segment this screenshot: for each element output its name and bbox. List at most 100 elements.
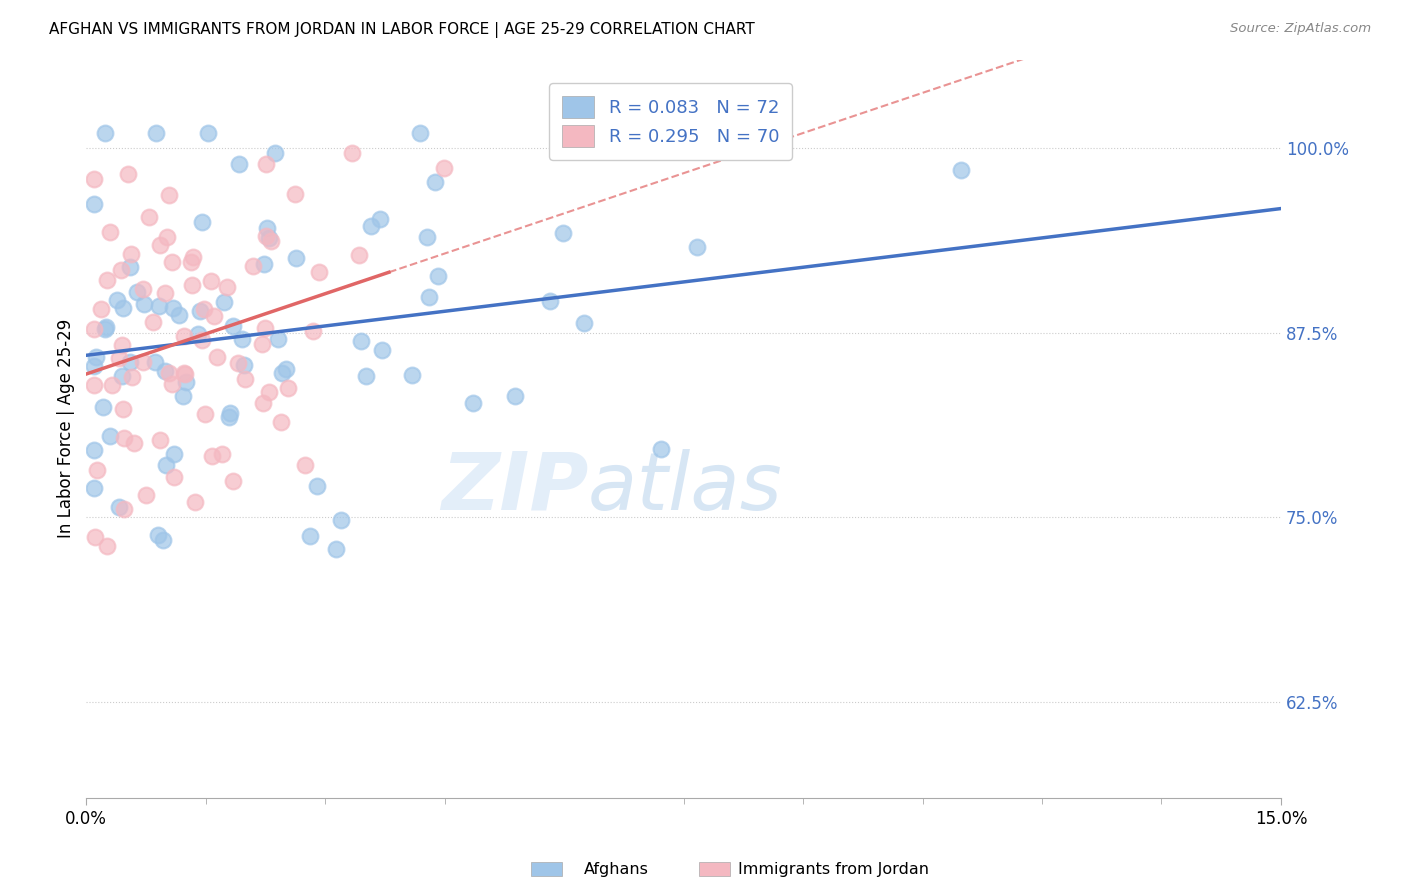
Point bbox=[949, 162, 972, 177]
Point bbox=[212, 295, 235, 310]
Point bbox=[350, 334, 373, 348]
Point bbox=[650, 442, 672, 456]
Point bbox=[111, 369, 134, 384]
Point bbox=[162, 301, 184, 315]
Point bbox=[226, 356, 249, 370]
Point bbox=[84, 350, 107, 364]
Point bbox=[325, 542, 347, 557]
Point bbox=[302, 324, 325, 338]
Point bbox=[162, 469, 184, 483]
Text: Source: ZipAtlas.com: Source: ZipAtlas.com bbox=[1230, 22, 1371, 36]
Point bbox=[294, 458, 316, 472]
Point bbox=[250, 336, 273, 351]
Point bbox=[86, 463, 108, 477]
Point bbox=[83, 197, 105, 211]
Point bbox=[218, 410, 240, 425]
Point bbox=[105, 293, 128, 308]
Point bbox=[160, 255, 183, 269]
Point bbox=[112, 502, 135, 516]
Point bbox=[194, 408, 217, 422]
Point bbox=[267, 332, 290, 346]
Point bbox=[141, 315, 163, 329]
Point bbox=[83, 442, 105, 457]
Point bbox=[193, 301, 215, 316]
Point bbox=[233, 371, 256, 385]
Text: Immigrants from Jordan: Immigrants from Jordan bbox=[738, 863, 929, 877]
Point bbox=[183, 250, 205, 264]
Point bbox=[540, 294, 562, 309]
Point bbox=[94, 322, 117, 336]
Point bbox=[254, 157, 277, 171]
Point bbox=[253, 257, 276, 271]
Point bbox=[138, 211, 160, 225]
Point bbox=[418, 289, 440, 303]
Point bbox=[146, 528, 169, 542]
Point bbox=[110, 262, 132, 277]
Point bbox=[96, 273, 118, 287]
Point bbox=[330, 513, 353, 527]
Point bbox=[271, 367, 294, 381]
Point bbox=[253, 320, 276, 334]
Legend: R = 0.083   N = 72, R = 0.295   N = 70: R = 0.083 N = 72, R = 0.295 N = 70 bbox=[550, 83, 792, 160]
Point bbox=[83, 377, 105, 392]
Point bbox=[347, 248, 370, 262]
Point bbox=[242, 259, 264, 273]
Point bbox=[305, 479, 328, 493]
Point bbox=[83, 530, 105, 544]
Point bbox=[191, 333, 214, 347]
Point bbox=[173, 366, 195, 380]
Point bbox=[90, 301, 112, 316]
Point bbox=[211, 447, 233, 461]
Point bbox=[83, 321, 105, 335]
Point bbox=[156, 230, 179, 244]
Point bbox=[101, 377, 124, 392]
Point bbox=[145, 127, 167, 141]
Point bbox=[252, 396, 274, 410]
Y-axis label: In Labor Force | Age 25-29: In Labor Force | Age 25-29 bbox=[58, 319, 75, 539]
Point bbox=[108, 351, 131, 365]
Point bbox=[157, 187, 180, 202]
Point bbox=[503, 389, 526, 403]
Point bbox=[180, 254, 202, 268]
Point bbox=[433, 161, 456, 176]
Point bbox=[93, 127, 115, 141]
Point bbox=[416, 230, 439, 244]
Point bbox=[120, 260, 142, 275]
Point bbox=[228, 157, 250, 171]
Point bbox=[187, 326, 209, 341]
Point bbox=[163, 447, 186, 461]
Point bbox=[83, 481, 105, 495]
Point bbox=[184, 495, 207, 509]
Point bbox=[188, 304, 211, 318]
Point bbox=[112, 431, 135, 445]
Point bbox=[172, 389, 194, 403]
Point bbox=[149, 238, 172, 252]
Point bbox=[201, 449, 224, 463]
Point bbox=[122, 435, 145, 450]
Point bbox=[215, 280, 238, 294]
Point bbox=[200, 274, 222, 288]
Point bbox=[149, 434, 172, 448]
Point bbox=[197, 127, 219, 141]
Point bbox=[169, 308, 191, 322]
Point bbox=[153, 285, 176, 300]
Point bbox=[148, 299, 170, 313]
Point bbox=[83, 171, 105, 186]
Point bbox=[108, 500, 131, 515]
Point bbox=[308, 264, 330, 278]
Point bbox=[157, 366, 180, 380]
Point bbox=[135, 488, 157, 502]
Point bbox=[277, 381, 299, 395]
Point bbox=[152, 533, 174, 547]
Point bbox=[231, 332, 253, 346]
Point bbox=[83, 359, 105, 373]
Point bbox=[121, 370, 143, 384]
Point bbox=[120, 246, 142, 260]
Point bbox=[117, 167, 139, 181]
Point bbox=[572, 317, 595, 331]
Point bbox=[111, 338, 134, 352]
Text: ZIP: ZIP bbox=[440, 449, 588, 527]
Point bbox=[264, 145, 287, 160]
Point bbox=[284, 186, 307, 201]
Point bbox=[371, 343, 394, 357]
